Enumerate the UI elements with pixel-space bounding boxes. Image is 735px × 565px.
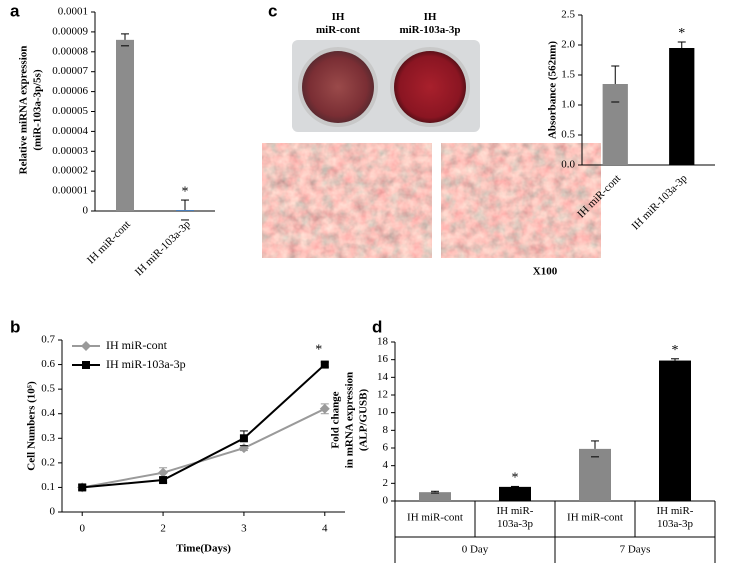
x-tick-label: 0 [79,523,85,535]
y-tick-label: 0.3 [41,432,55,444]
marker [158,467,169,478]
magnification: X100 [533,266,558,278]
y-tick-label: 10 [377,406,389,418]
y-axis-label: Fold change [330,391,342,448]
line [82,407,326,489]
y-tick-label: 0.0 [561,159,575,171]
marker [159,476,168,485]
y-tick-label: 1.0 [561,99,575,111]
y-tick-label: 0.5 [561,129,575,141]
x-tick-label: 4 [322,523,328,535]
annotation: * [182,184,189,199]
y-tick-label: 0.00001 [52,185,88,197]
panel-label: a [10,1,20,20]
y-tick-label: 2 [383,477,389,489]
y-tick-label: 0.0001 [58,6,88,18]
marker [239,434,248,443]
x-tick-label: 3 [241,523,247,535]
y-axis-label: in mRNA expression [344,372,356,468]
y-tick-label: 0.00008 [52,45,88,57]
bar [419,492,451,501]
y-tick-label: 16 [377,353,389,365]
y-tick-label: 2.0 [561,39,575,51]
bar [499,486,531,501]
panel-label: c [268,1,277,20]
y-axis-label: Relative miRNA expression [18,46,30,175]
y-tick-label: 4 [383,459,389,471]
y-tick-label: 0.4 [41,407,55,419]
y-tick-label: 6 [383,442,389,454]
x-tick-label: 2 [160,523,166,535]
micrograph [441,143,601,258]
marker [81,341,91,351]
annotation: * [512,471,519,486]
photos [262,40,601,258]
annotation: * [315,342,322,357]
y-axis-label: (ALP/GUSB) [358,388,370,451]
x-tick-label: 103a-3p [497,518,534,530]
dish-label: IH [332,11,345,23]
y-tick-label: 18 [377,336,389,348]
y-tick-label: 0.7 [41,334,55,346]
bar [669,48,695,165]
y-tick-label: 0.5 [41,383,55,395]
bar [116,39,134,211]
y-tick-label: 0.6 [41,358,55,370]
bar [176,210,194,211]
y-tick-label: 0 [50,506,56,518]
y-tick-label: 1.5 [561,69,575,81]
bar [659,360,691,501]
micrograph [262,143,432,258]
x-tick-label: IH miR-cont [407,512,463,524]
annotation: * [678,26,685,41]
x-tick-label: IH miR-103a-3p [133,218,193,278]
y-axis-label: Cell Numbers (10⁵) [26,381,38,471]
x-tick-label: IH miR-cont [567,512,623,524]
group-label: 0 Day [462,544,489,556]
x-tick-label: 103a-3p [657,518,694,530]
dish [394,51,466,123]
panel-label: d [372,317,382,336]
y-tick-label: 0.00005 [52,105,88,117]
dish-label: miR-cont [316,24,360,36]
x-tick-label: IH miR-cont [85,218,133,266]
y-tick-label: 0.00006 [52,85,88,97]
marker [238,443,249,454]
y-tick-label: 0 [383,495,389,507]
y-axis-label: Absorbance (562nm) [547,41,559,139]
y-tick-label: 0.1 [41,481,55,493]
dish [302,51,374,123]
y-tick-label: 0 [83,205,89,217]
annotation: * [672,343,679,358]
bar [602,84,628,165]
x-axis-label: Time(Days) [176,543,231,555]
y-tick-label: 8 [383,424,389,436]
bar [579,448,611,501]
marker [78,483,87,492]
y-tick-label: 2.5 [561,9,575,21]
y-tick-label: 0.00009 [52,25,88,37]
legend-label: IH miR-103a-3p [106,357,186,371]
y-tick-label: 14 [377,371,389,383]
group-label: 7 Days [620,544,651,556]
marker [319,403,330,414]
x-tick-label: IH miR- [497,505,534,517]
y-tick-label: 0.00003 [52,145,88,157]
y-tick-label: 0.00002 [52,165,88,177]
y-axis-label: (miR-103a-3p/5s) [32,69,44,151]
dish-label: IH [424,11,437,23]
x-tick-label: IH miR- [657,505,694,517]
line [82,363,326,489]
y-tick-label: 0.2 [41,456,55,468]
x-tick-label: IH miR-103a-3p [630,172,690,232]
y-tick-label: 0.00004 [52,125,88,137]
y-tick-label: 0.00007 [52,65,88,77]
marker [320,360,329,369]
panel-label: b [10,317,20,336]
dish-label: miR-103a-3p [399,24,460,36]
legend-label: IH miR-cont [106,338,168,352]
marker [82,361,90,369]
y-tick-label: 12 [377,389,388,401]
